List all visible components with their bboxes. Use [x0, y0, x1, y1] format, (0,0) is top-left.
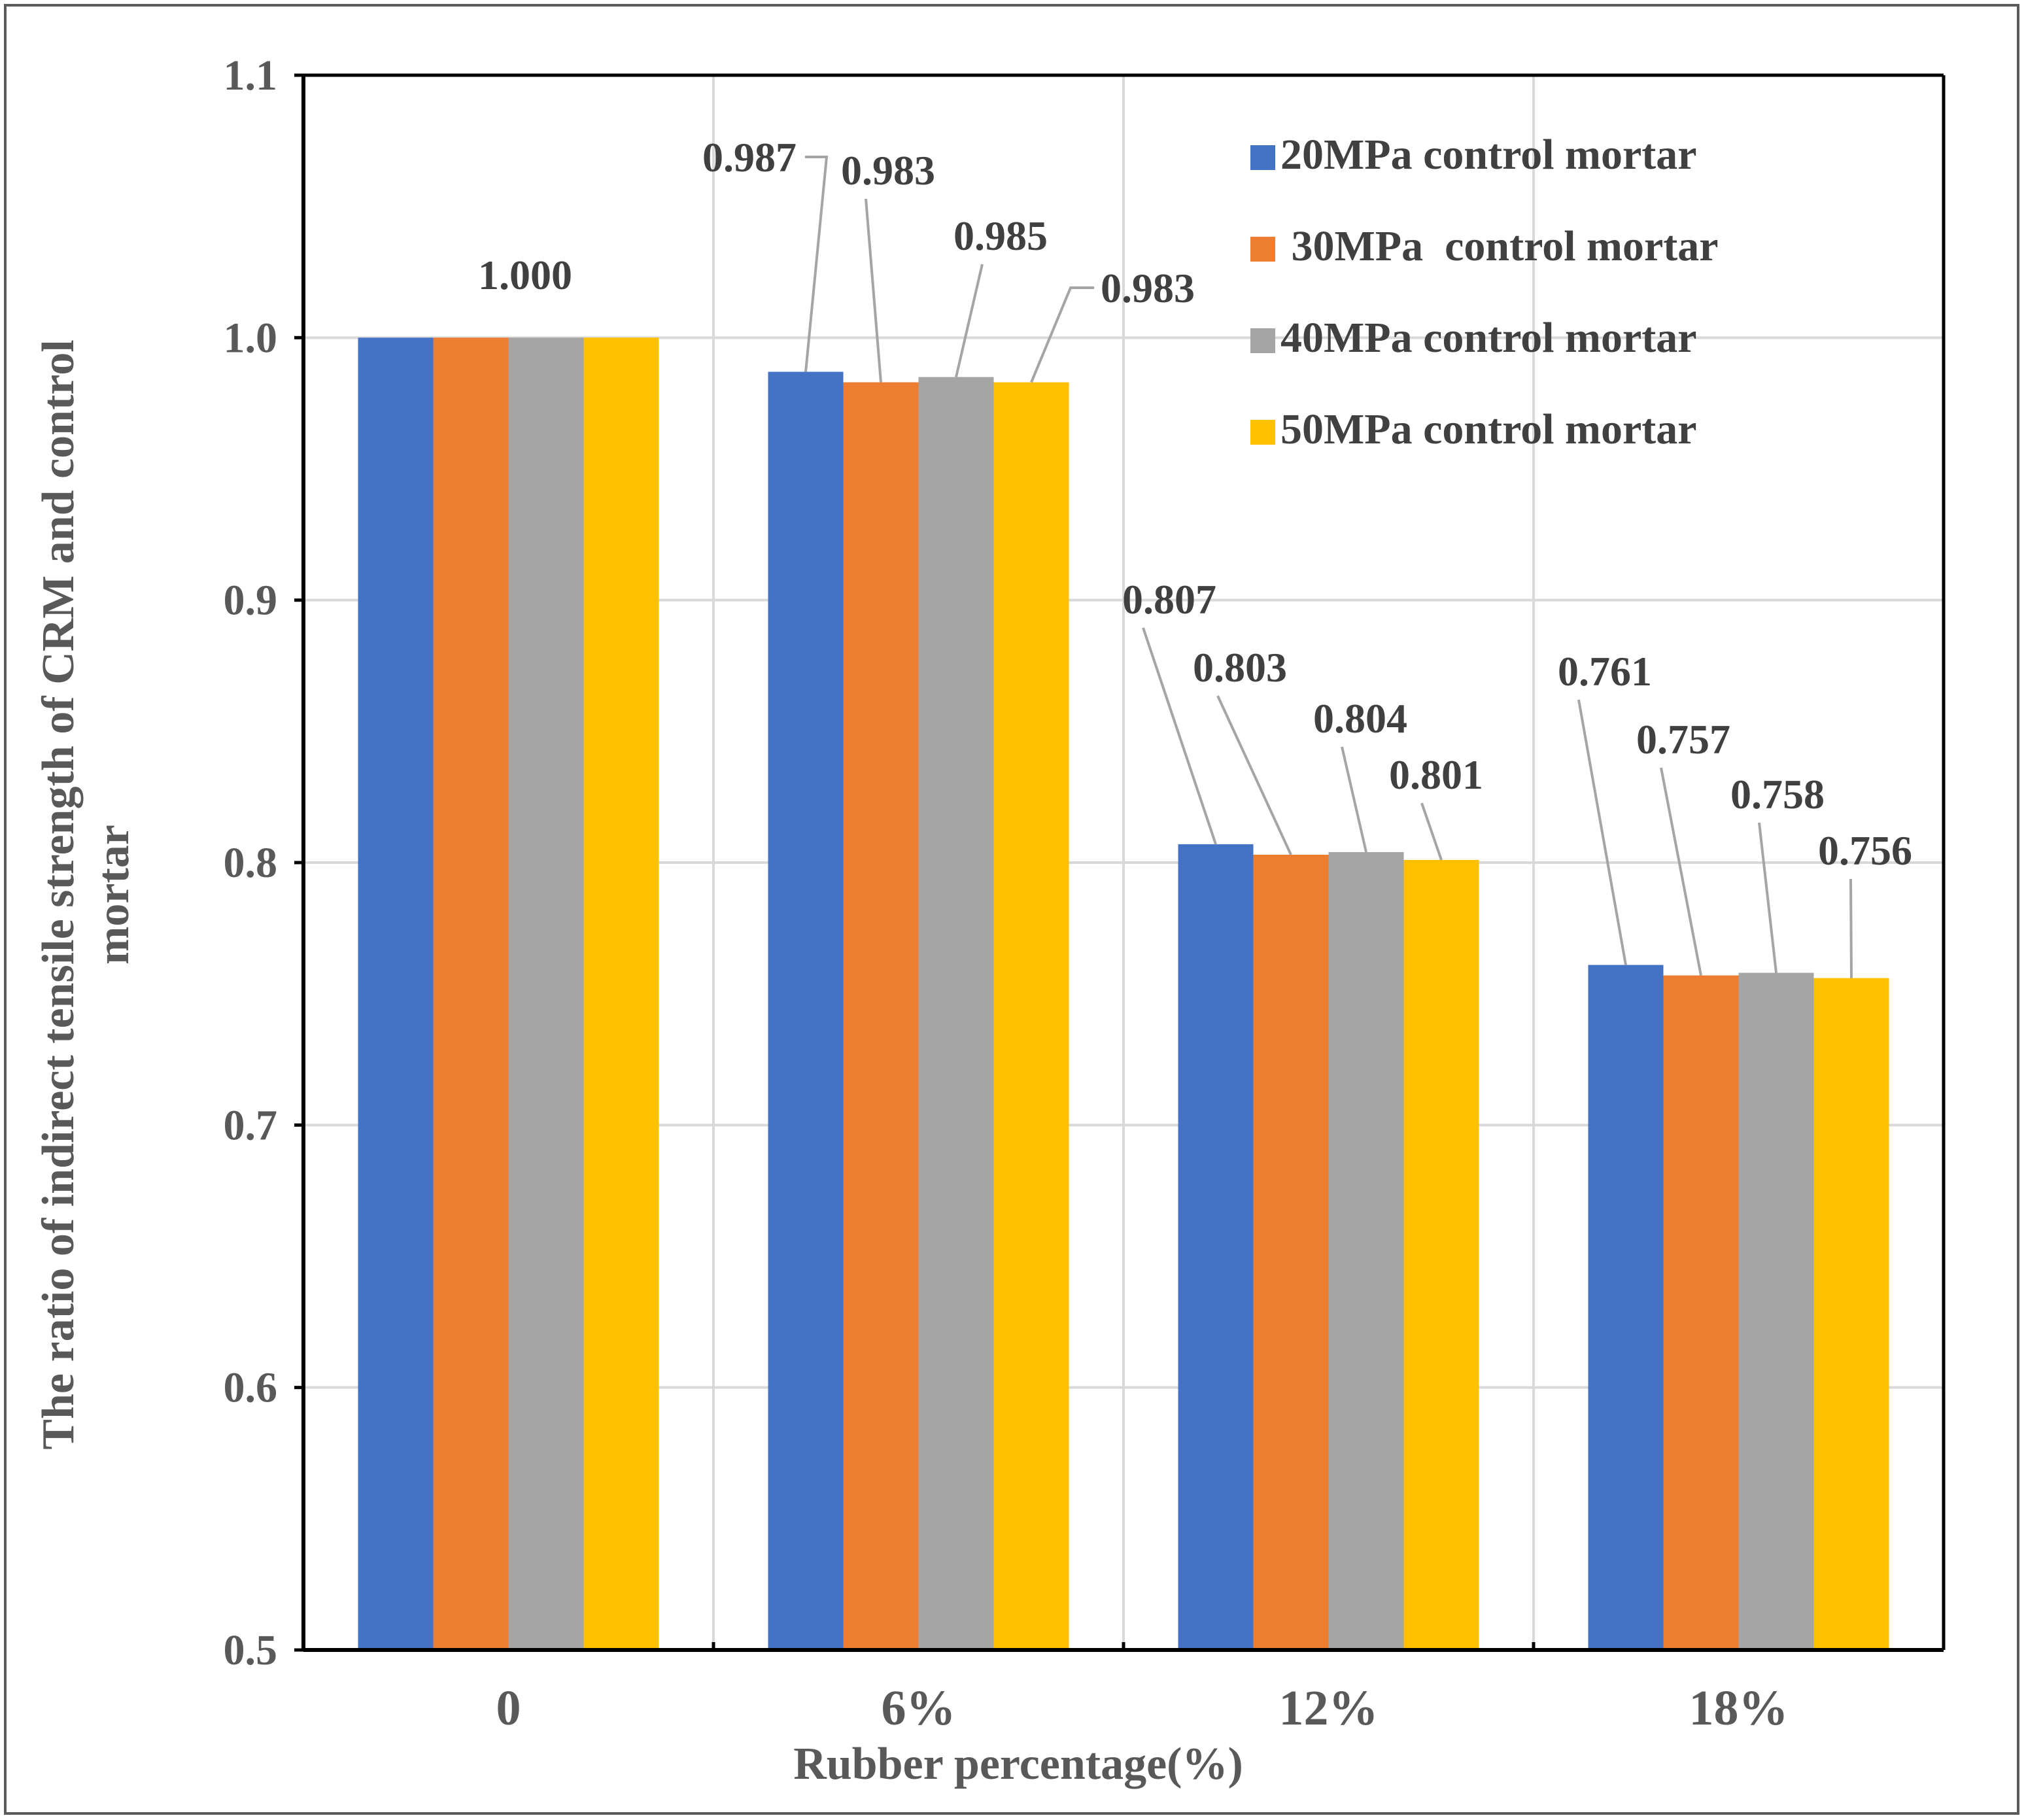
x-tick-label-3: 18% [1689, 1681, 1789, 1736]
legend-label-2: 30MPa control mortar [1280, 222, 1719, 270]
axes [294, 73, 1946, 1652]
leader-line-1-12% [1142, 627, 1217, 845]
bar-1-0 [358, 337, 434, 1651]
legend-swatch-1 [1250, 145, 1275, 170]
leader-line-1-6% [804, 156, 829, 372]
bar-2-6% [843, 382, 919, 1650]
data-label-2-6%: 0.983 [841, 147, 935, 194]
y-axis-title: The ratio of indirect tensile strength o… [33, 339, 139, 1449]
data-label-1-6%: 0.987 [702, 134, 797, 180]
bars-group [358, 337, 1889, 1651]
data-label-2-18%: 0.757 [1636, 716, 1730, 763]
y-tick-label-0: 0.5 [224, 1626, 278, 1674]
legend-label-1: 20MPa control mortar [1280, 131, 1697, 179]
y-tick-labels: 0.5 0.6 0.7 0.8 0.9 1.0 1.1 [224, 52, 278, 1674]
x-tick-label-2: 12% [1279, 1681, 1379, 1736]
data-label-1-12%: 0.807 [1122, 576, 1216, 623]
bar-4-12% [1403, 859, 1479, 1650]
data-label-1-0: 1.000 [478, 252, 572, 298]
leader-line-1-18% [1577, 699, 1627, 965]
data-label-4-18%: 0.756 [1818, 827, 1912, 874]
bar-3-18% [1738, 972, 1814, 1650]
legend: 20MPa control mortar 30MPa control morta… [1250, 131, 1719, 453]
leader-line-2-18% [1660, 767, 1702, 976]
bar-3-6% [918, 377, 994, 1650]
bar-2-18% [1663, 975, 1739, 1650]
bar-4-6% [993, 382, 1069, 1650]
leader-line-4-12% [1420, 802, 1443, 861]
legend-swatch-3 [1250, 328, 1275, 353]
data-label-3-18%: 0.758 [1730, 771, 1825, 817]
x-axis-title: Rubber percentage(%) [793, 1739, 1243, 1789]
data-label-4-6%: 0.983 [1101, 265, 1195, 311]
y-axis-title-line-1: The ratio of indirect tensile strength o… [33, 339, 84, 1449]
data-labels-group: 1.000 0.987 0.807 0.761 0.983 0.803 0.757 0.985… [478, 134, 1912, 874]
leader-line-3-18% [1758, 822, 1777, 973]
y-tick-label-3: 0.8 [224, 839, 278, 887]
data-label-3-12%: 0.804 [1313, 695, 1407, 742]
y-tick-label-1: 0.6 [224, 1364, 278, 1412]
x-tick-label-0: 0 [496, 1681, 521, 1736]
data-label-3-6%: 0.985 [953, 213, 1048, 259]
legend-swatch-4 [1250, 420, 1275, 445]
bar-3-12% [1328, 851, 1404, 1650]
data-label-2-12%: 0.803 [1193, 644, 1287, 691]
leader-line-3-12% [1341, 746, 1367, 853]
bar-1-18% [1588, 965, 1664, 1650]
bar-1-6% [768, 371, 844, 1651]
legend-swatch-2 [1250, 237, 1275, 262]
leader-line-2-6% [865, 198, 882, 383]
leader-line-4-6% [1030, 286, 1094, 383]
bar-2-12% [1253, 854, 1329, 1650]
y-tick-label-5: 1.0 [224, 314, 278, 362]
legend-label-4: 50MPa control mortar [1280, 405, 1697, 453]
bar-4-0 [583, 337, 659, 1651]
data-label-1-18%: 0.761 [1558, 648, 1652, 695]
y-tick-label-6: 1.1 [224, 52, 278, 99]
bar-2-0 [433, 337, 509, 1651]
bar-4-18% [1813, 978, 1889, 1650]
leader-line-3-6% [955, 264, 984, 377]
y-tick-label-4: 0.9 [224, 577, 278, 625]
legend-label-3: 40MPa control mortar [1280, 314, 1697, 362]
bar-1-12% [1178, 844, 1254, 1650]
x-tick-label-1: 6% [882, 1681, 956, 1736]
bar-3-0 [508, 337, 584, 1651]
label-leader-lines [804, 156, 1853, 978]
x-tick-labels: 0 6% 12% 18% [496, 1681, 1789, 1736]
y-tick-label-2: 0.7 [224, 1101, 278, 1149]
data-label-4-12%: 0.801 [1389, 751, 1483, 798]
y-axis-title-line-2: mortar [88, 825, 139, 965]
leader-line-2-12% [1216, 695, 1292, 855]
